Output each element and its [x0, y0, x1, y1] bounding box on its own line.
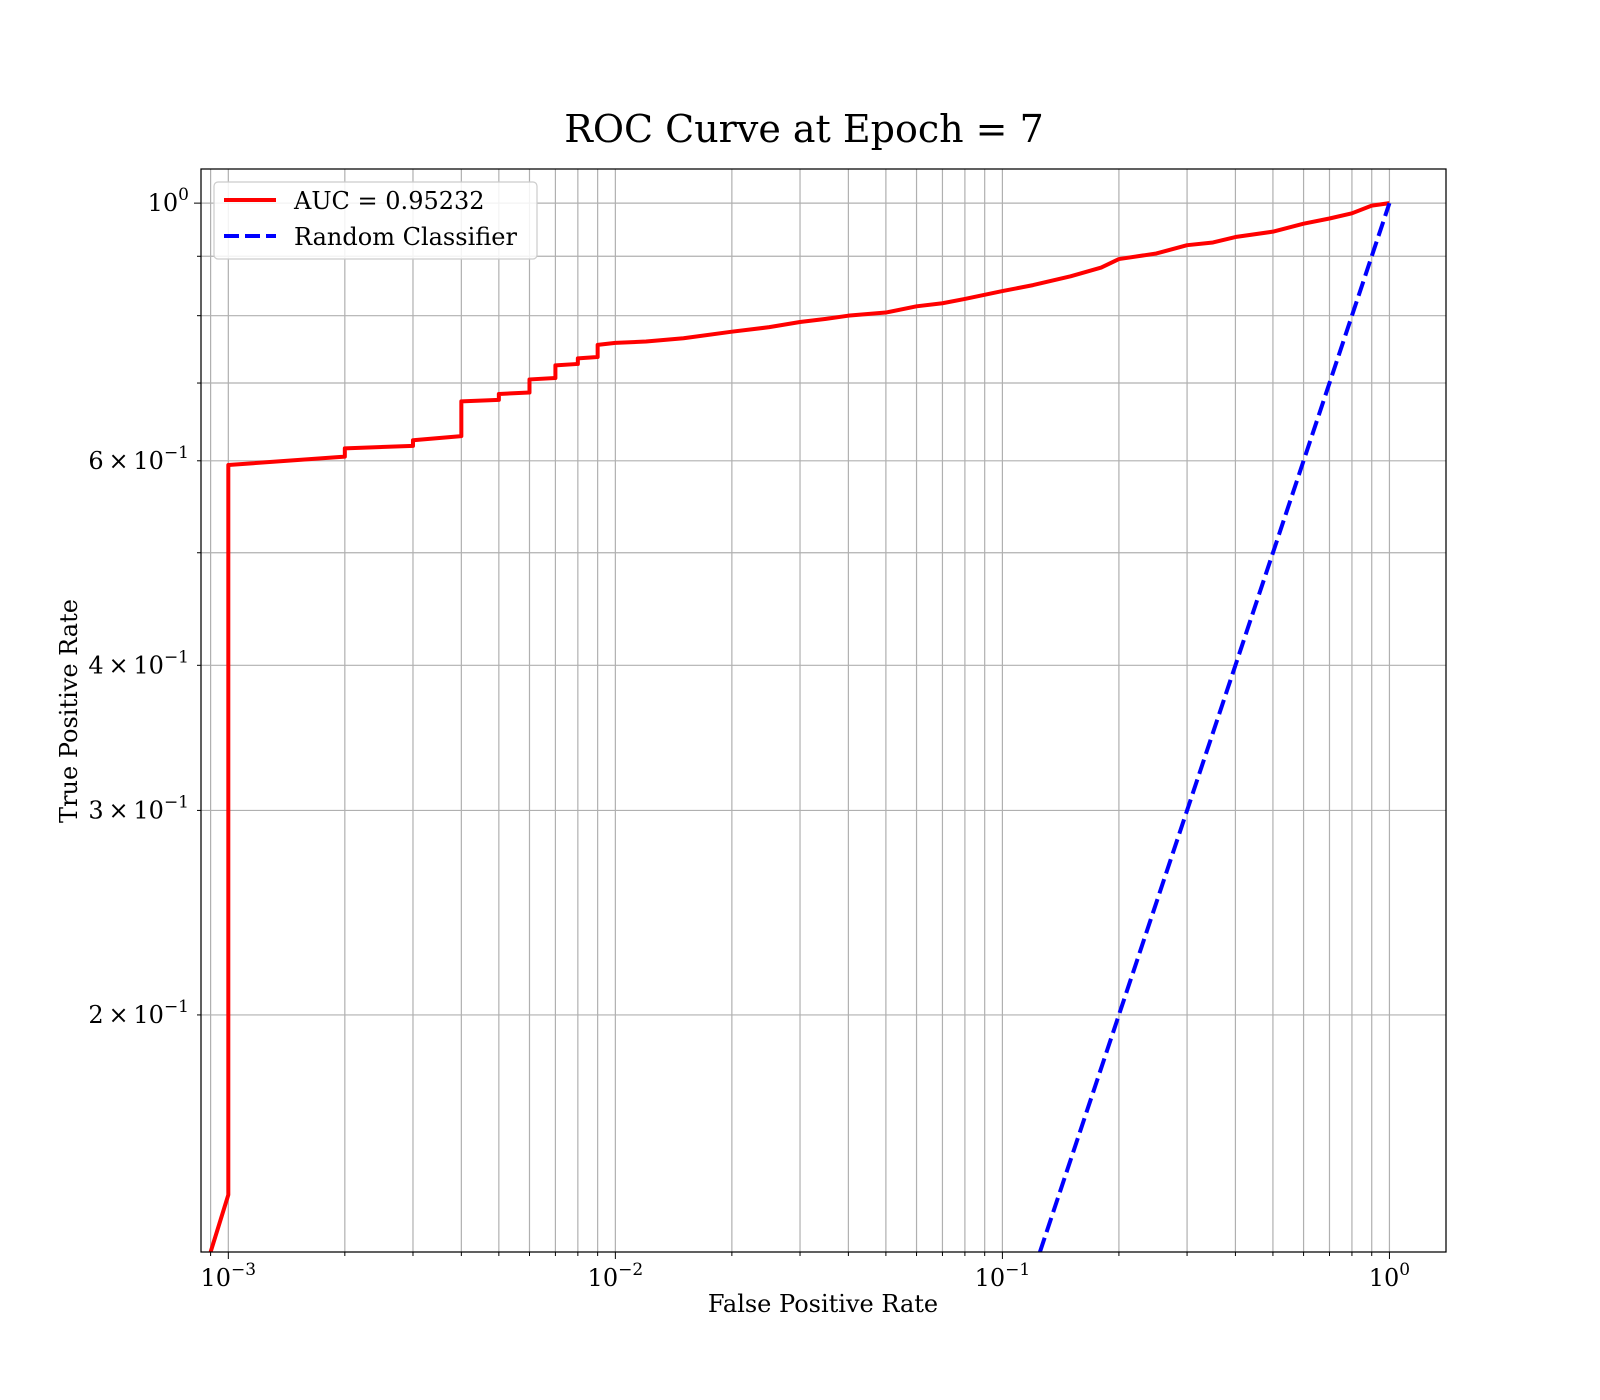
y-tick-label: 6 × 10−1 [88, 443, 189, 475]
series-line-random-classifier [1038, 202, 1392, 1252]
y-axis-label: True Positive Rate [55, 599, 83, 823]
y-axis-ticks: 2 × 10−1 3 × 10−1 4 × 10−1 6 × 10−1 100 [88, 185, 201, 1029]
y-tick-label: 100 [148, 185, 189, 217]
grid [201, 169, 1446, 1252]
y-tick-label: 2 × 10−1 [88, 997, 189, 1029]
legend: AUC = 0.95232 Random Classifier [213, 181, 538, 260]
y-tick-label: 3 × 10−1 [88, 792, 189, 824]
x-tick-label: 100 [1369, 1260, 1410, 1292]
x-axis-label: False Positive Rate [708, 1290, 938, 1318]
legend-label-random: Random Classifier [294, 223, 517, 251]
x-tick-label: 10−1 [975, 1260, 1031, 1292]
chart-title: ROC Curve at Epoch = 7 [564, 107, 1044, 151]
x-axis-ticks: 10−3 10−2 10−1 100 [201, 1252, 1410, 1292]
series-line-auc [208, 201, 1390, 1252]
legend-box [213, 181, 538, 260]
x-tick-label: 10−2 [588, 1260, 644, 1292]
axes-frame [200, 168, 1447, 1253]
plot-series [208, 201, 1392, 1252]
y-tick-label: 4 × 10−1 [88, 647, 189, 679]
x-tick-label: 10−3 [201, 1260, 257, 1292]
legend-label-auc: AUC = 0.95232 [293, 187, 485, 215]
